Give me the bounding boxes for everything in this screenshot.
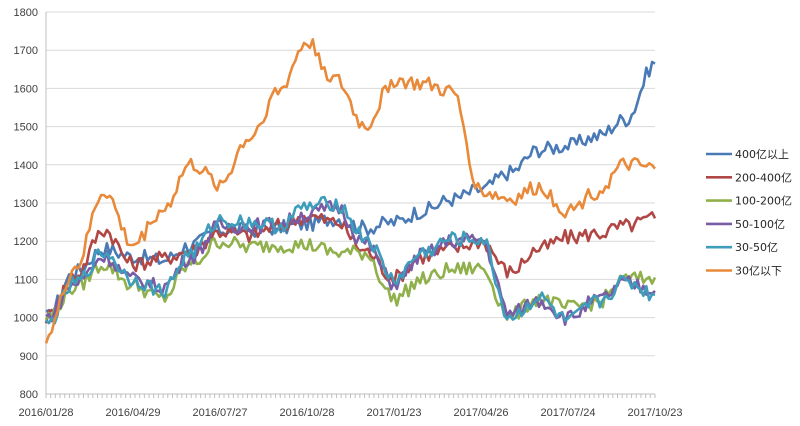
legend-label: 200-400亿 xyxy=(735,171,792,184)
legend-label: 400亿以上 xyxy=(735,148,789,161)
y-tick-label: 1500 xyxy=(14,122,38,134)
series-line xyxy=(44,38,656,344)
legend: 400亿以上 200-400亿 100-200亿 50-100亿 30-50亿 30亿以下 xyxy=(706,148,792,278)
x-tick-label: 2016/07/27 xyxy=(192,407,247,419)
x-tick-label: 2016/04/29 xyxy=(105,407,160,419)
y-tick-label: 1400 xyxy=(14,160,38,172)
x-tick-label: 2017/07/24 xyxy=(540,407,595,419)
series-line xyxy=(44,235,657,321)
series-line xyxy=(45,195,656,325)
y-tick-label: 1800 xyxy=(14,7,38,19)
legend-label: 50-100亿 xyxy=(735,218,785,231)
x-tick-label: 2016/01/28 xyxy=(18,407,73,419)
y-tick-label: 1700 xyxy=(14,45,38,57)
plot-area xyxy=(44,38,657,344)
x-tick-label: 2017/10/23 xyxy=(627,407,682,419)
x-tick-label: 2016/10/28 xyxy=(279,407,334,419)
y-axis: 800 900 1000 1100 1200 1300 1400 1500 1600 1700 18… xyxy=(14,7,47,401)
x-tick-label: 2017/04/26 xyxy=(453,407,508,419)
y-tick-label: 1600 xyxy=(14,83,38,95)
y-tick-label: 1100 xyxy=(14,274,38,286)
y-tick-label: 900 xyxy=(20,351,38,363)
chart-gridlines xyxy=(46,11,655,395)
y-tick-label: 800 xyxy=(20,389,38,401)
legend-label: 30-50亿 xyxy=(735,241,778,254)
x-axis: 2016/01/28 2016/04/29 2016/07/27 2016/10/28… xyxy=(18,393,683,419)
series-line xyxy=(44,211,657,324)
y-tick-label: 1200 xyxy=(14,236,38,248)
legend-label: 30亿以下 xyxy=(735,265,782,278)
legend-label: 100-200亿 xyxy=(735,195,792,208)
y-tick-label: 1000 xyxy=(14,313,38,325)
x-tick-label: 2017/01/23 xyxy=(366,407,421,419)
y-tick-label: 1300 xyxy=(14,198,38,210)
